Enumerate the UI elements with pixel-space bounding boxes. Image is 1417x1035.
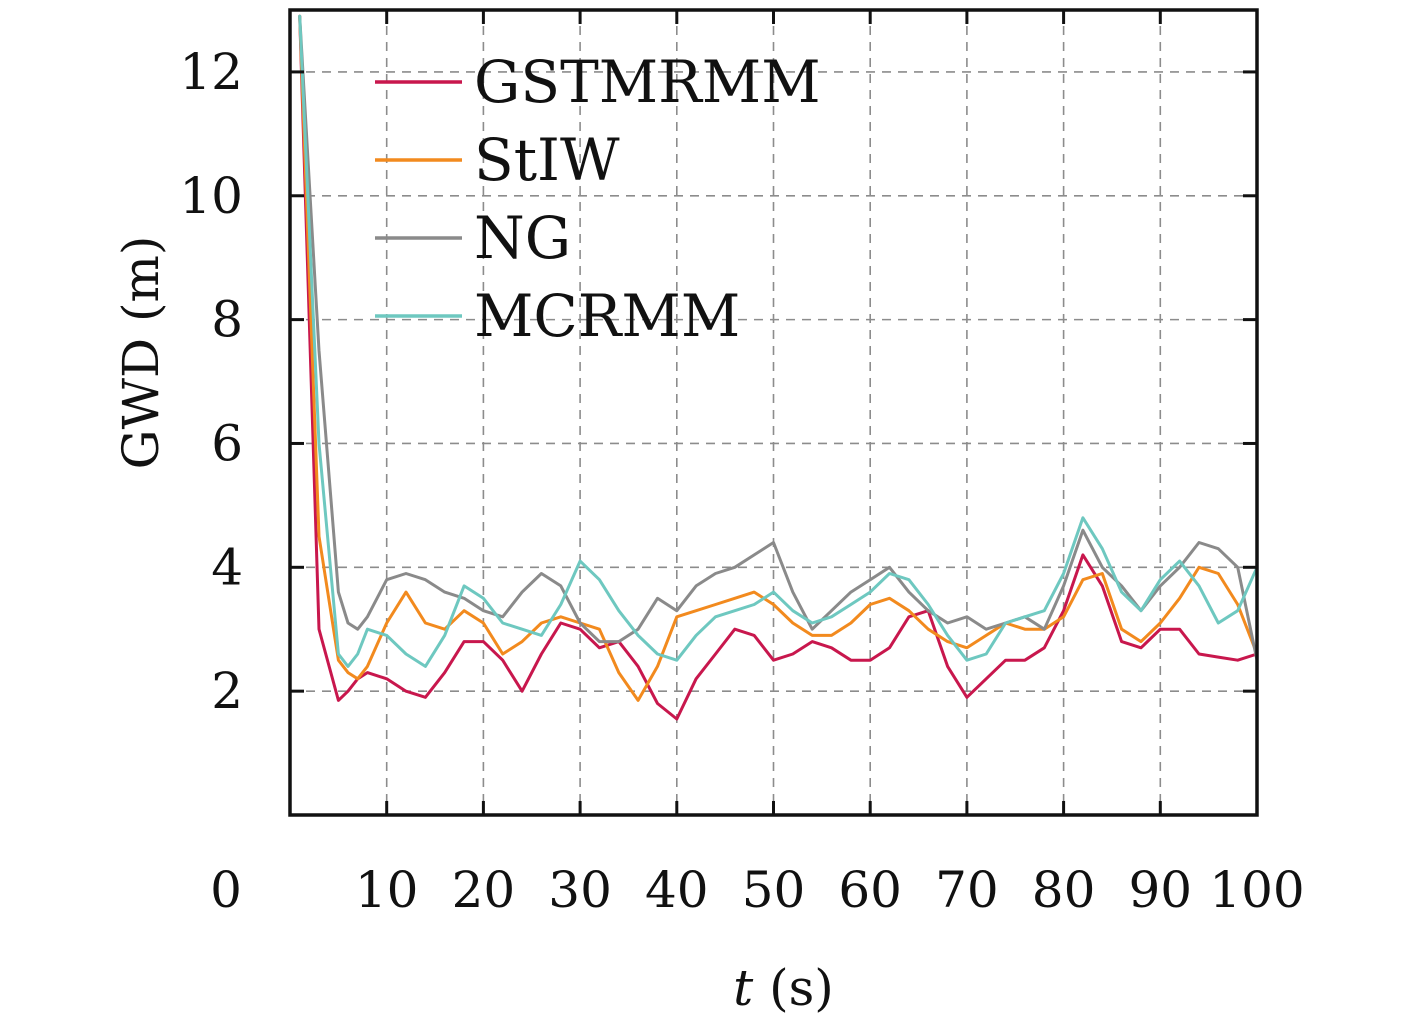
x-tick-label-0: 10 xyxy=(355,861,419,919)
y-tick-label-5: 12 xyxy=(179,43,243,101)
y-tick-label-4: 10 xyxy=(179,167,243,225)
legend-label-gstmrmm: GSTMRMM xyxy=(474,48,821,116)
x-axis-unit: (s) xyxy=(753,959,834,1017)
origin-tick-label: 0 xyxy=(210,861,242,919)
legend-label-mcrmm: MCRMM xyxy=(474,282,740,350)
y-tick-label-1: 4 xyxy=(211,538,243,596)
series-line-mcrmm xyxy=(298,14,1259,668)
series-line-gstmrmm xyxy=(298,14,1259,721)
y-tick-label-3: 8 xyxy=(211,291,243,349)
x-tick-label-7: 80 xyxy=(1032,861,1096,919)
y-tick-labels: 2 4 6 8 10 12 xyxy=(179,43,243,720)
legend: GSTMRMM StIW NG MCRMM xyxy=(375,48,821,350)
grid xyxy=(290,10,1257,815)
x-tick-labels: 10 20 30 40 50 60 70 80 90 100 xyxy=(355,861,1305,919)
y-axis-label: GWD (m) xyxy=(112,236,170,470)
legend-label-stiw: StIW xyxy=(474,126,620,194)
x-tick-label-4: 50 xyxy=(742,861,806,919)
x-tick-label-8: 90 xyxy=(1128,861,1192,919)
series-group xyxy=(298,14,1259,721)
x-tick-label-2: 30 xyxy=(548,861,612,919)
x-axis-label: t (s) xyxy=(733,959,834,1017)
x-tick-label-6: 70 xyxy=(935,861,999,919)
y-tick-label-0: 2 xyxy=(211,662,243,720)
y-tick-label-2: 6 xyxy=(211,414,243,472)
x-tick-label-9: 100 xyxy=(1209,861,1304,919)
tick-marks xyxy=(290,10,1259,815)
series-line-ng xyxy=(298,14,1259,662)
x-tick-label-5: 60 xyxy=(838,861,902,919)
x-axis-variable: t xyxy=(733,959,754,1017)
legend-label-ng: NG xyxy=(474,204,571,272)
x-tick-label-1: 20 xyxy=(452,861,516,919)
x-tick-label-3: 40 xyxy=(645,861,709,919)
